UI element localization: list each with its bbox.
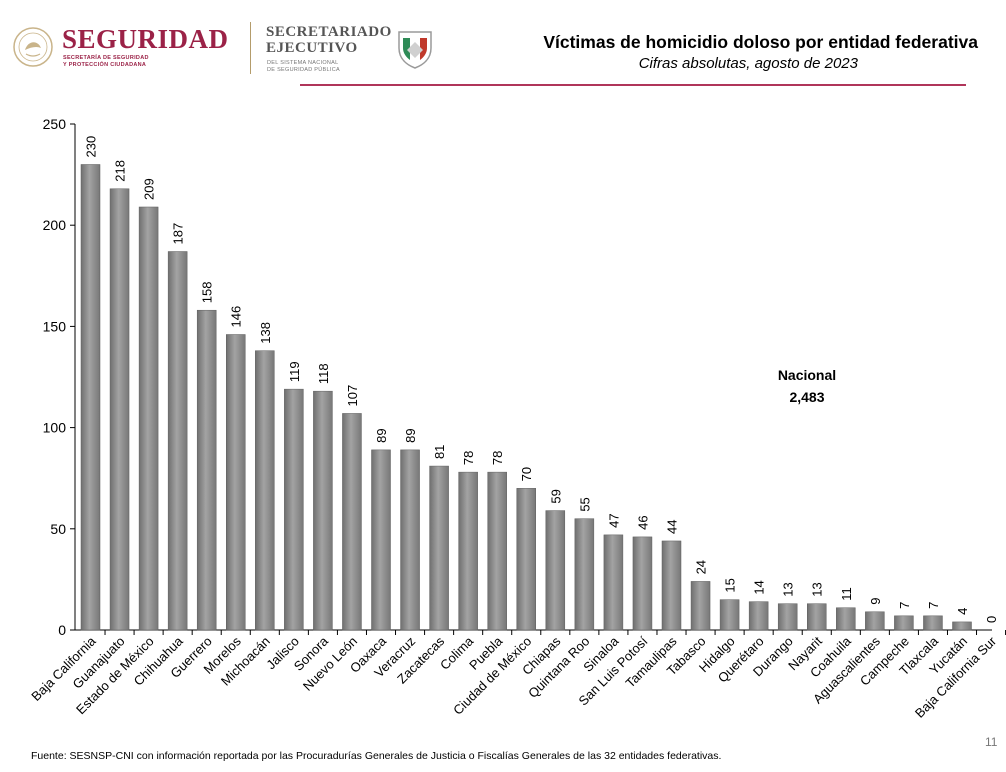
bar — [196, 309, 217, 631]
data-label: 209 — [142, 178, 157, 200]
data-label: 11 — [839, 587, 854, 601]
data-label: 218 — [113, 160, 128, 182]
data-label: 0 — [984, 616, 999, 623]
header-divider — [300, 84, 966, 86]
bar — [400, 449, 420, 631]
secretariado-logo-line-2: EJECUTIVO — [266, 40, 358, 56]
data-label: 78 — [490, 451, 505, 465]
data-label: 24 — [694, 560, 709, 574]
logo-divider — [250, 22, 251, 74]
y-tick-label: 250 — [43, 116, 67, 132]
secretariado-logo-subtitle-2: DE SEGURIDAD PÚBLICA — [267, 67, 340, 73]
nacional-label: Nacional — [777, 367, 837, 383]
nacional-total: 2,483 — [789, 389, 825, 405]
data-label: 47 — [606, 513, 621, 527]
secretariado-logo-subtitle-1: DEL SISTEMA NACIONAL — [267, 60, 339, 66]
data-label: 89 — [403, 428, 418, 442]
bar — [109, 188, 130, 631]
data-label: 118 — [316, 363, 331, 384]
bar — [458, 471, 478, 631]
bar — [138, 206, 159, 631]
bar — [371, 449, 391, 631]
data-label: 7 — [926, 602, 941, 609]
data-label: 59 — [548, 489, 563, 503]
bar — [342, 413, 362, 631]
seguridad-logo-subtitle-2: Y PROTECCIÓN CIUDADANA — [63, 62, 147, 68]
page-subtitle: Cifras absolutas, agosto de 2023 — [638, 55, 858, 72]
bar — [923, 615, 943, 631]
sesnsp-shield-icon — [398, 31, 432, 69]
chart-bars — [80, 164, 972, 631]
bar — [545, 510, 566, 631]
bar — [690, 581, 711, 631]
bar — [807, 603, 827, 631]
data-label: 187 — [171, 223, 186, 245]
page-number: 11 — [985, 735, 998, 749]
data-label: 14 — [752, 580, 767, 594]
data-label: 138 — [258, 322, 273, 344]
data-label: 13 — [781, 582, 796, 596]
bar — [284, 388, 304, 631]
data-label: 119 — [287, 361, 302, 382]
data-label: 55 — [577, 497, 592, 511]
data-label: 81 — [432, 445, 447, 459]
secretariado-logo-line-1: SECRETARIADO — [266, 24, 392, 40]
data-label: 78 — [461, 451, 476, 465]
bar — [429, 465, 449, 631]
data-label: 7 — [897, 602, 912, 609]
bar — [80, 164, 101, 631]
bar — [661, 540, 682, 631]
bar — [952, 621, 972, 631]
data-label: 107 — [345, 385, 360, 407]
y-tick-label: 0 — [58, 622, 66, 638]
data-label: 15 — [723, 578, 738, 592]
bar — [632, 536, 653, 631]
bar — [487, 471, 507, 631]
bar — [777, 603, 798, 631]
mexico-coat-of-arms-icon — [13, 27, 53, 67]
seguridad-logo-subtitle-1: SECRETARÍA DE SEGURIDAD — [63, 55, 149, 61]
slide-header: SEGURIDAD SECRETARÍA DE SEGURIDAD Y PROT… — [0, 0, 1006, 90]
y-tick-label: 150 — [43, 318, 67, 334]
y-tick-label: 200 — [43, 217, 67, 233]
data-label: 13 — [810, 582, 825, 596]
bar — [255, 350, 275, 631]
bar — [226, 334, 246, 631]
data-label: 46 — [635, 515, 650, 529]
bar — [748, 601, 769, 631]
data-label: 89 — [374, 428, 389, 442]
bar — [516, 488, 536, 631]
bar — [836, 607, 856, 631]
data-label: 44 — [665, 519, 680, 533]
y-tick-label: 100 — [43, 420, 67, 436]
bar — [313, 390, 333, 631]
data-label: 70 — [519, 467, 534, 481]
data-label: 146 — [229, 306, 244, 328]
source-note: Fuente: SESNSP-CNI con información repor… — [31, 750, 722, 762]
data-label: 158 — [200, 282, 215, 304]
data-label: 4 — [955, 608, 970, 615]
bar — [167, 251, 188, 631]
bar — [865, 611, 885, 631]
bar — [894, 615, 914, 631]
bar — [574, 518, 595, 631]
seguridad-logo-text: SEGURIDAD — [62, 24, 229, 54]
bar — [603, 534, 624, 631]
y-tick-label: 50 — [50, 521, 66, 537]
data-label: 230 — [84, 136, 99, 158]
page-title: Víctimas de homicidio doloso por entidad… — [543, 32, 978, 52]
bar — [719, 599, 740, 631]
data-label: 9 — [868, 598, 883, 605]
